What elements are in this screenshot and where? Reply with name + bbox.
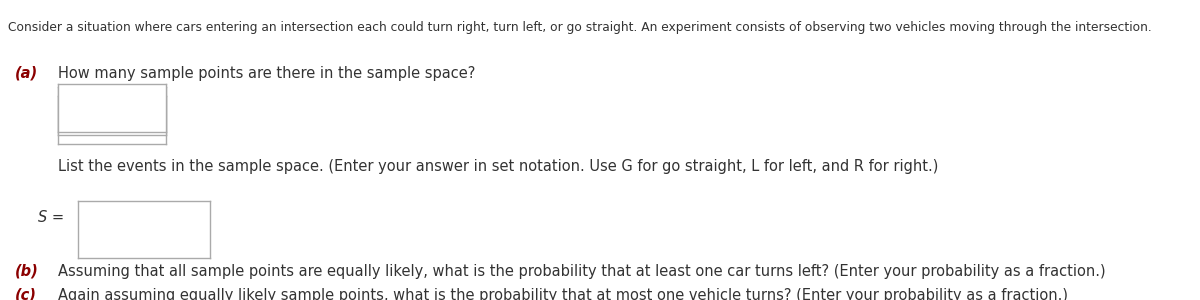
Text: How many sample points are there in the sample space?: How many sample points are there in the …	[58, 66, 475, 81]
Text: List the events in the sample space. (Enter your answer in set notation. Use G f: List the events in the sample space. (En…	[58, 159, 938, 174]
Text: (c): (c)	[14, 288, 36, 300]
Text: (b): (b)	[14, 264, 38, 279]
Text: Assuming that all sample points are equally likely, what is the probability that: Assuming that all sample points are equa…	[58, 264, 1105, 279]
Text: (a): (a)	[14, 66, 37, 81]
Text: Consider a situation where cars entering an intersection each could turn right, : Consider a situation where cars entering…	[8, 21, 1152, 34]
Text: S =: S =	[38, 210, 65, 225]
Text: Again assuming equally likely sample points, what is the probability that at mos: Again assuming equally likely sample poi…	[58, 288, 1068, 300]
